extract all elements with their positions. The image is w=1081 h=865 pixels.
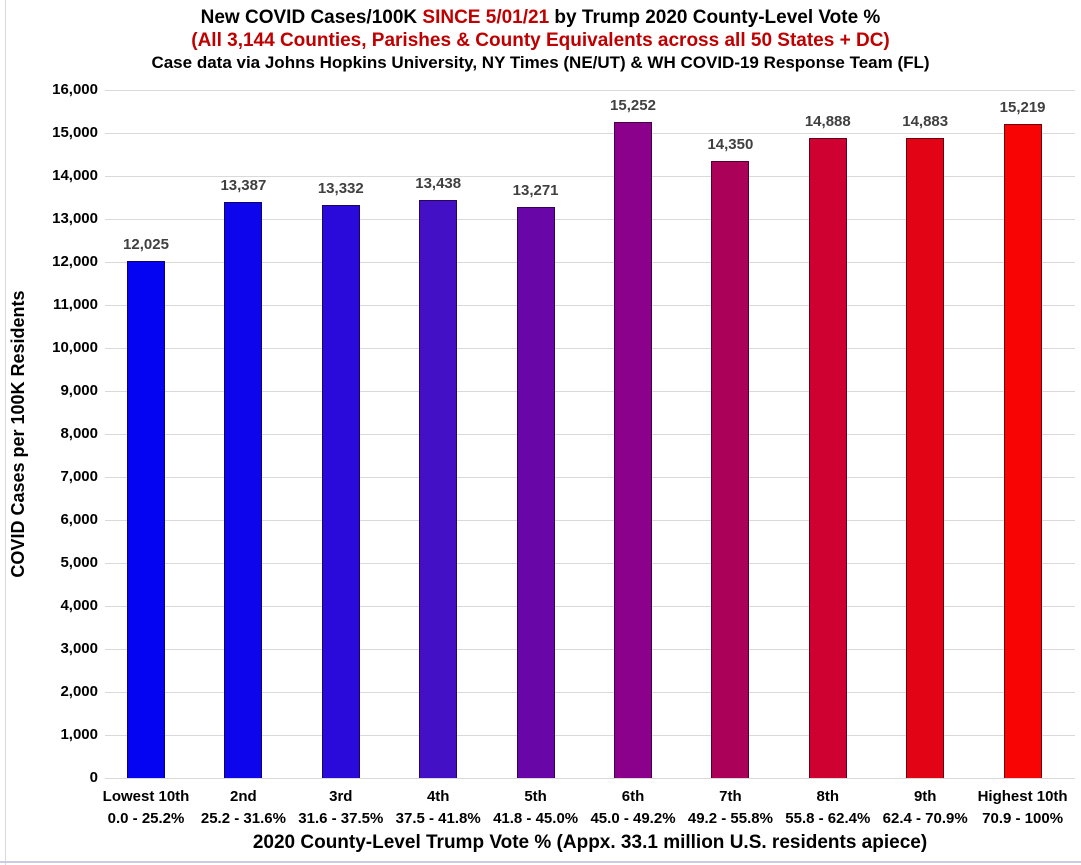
x-tick-range: 55.8 - 62.4% (785, 810, 871, 827)
bar-value-label: 13,438 (415, 175, 462, 193)
x-tick-decile: 2nd (230, 788, 257, 805)
chart-title-suffix: by Trump 2020 County-Level Vote % (549, 7, 881, 28)
gridline (105, 305, 1075, 306)
x-tick-range: 49.2 - 55.8% (687, 810, 773, 827)
bar (321, 204, 360, 778)
x-tick-range: 41.8 - 45.0% (493, 810, 579, 827)
y-tick-label: 9,000 (60, 382, 98, 399)
bar (1003, 123, 1042, 778)
bar (224, 202, 263, 778)
x-tick-decile: 9th (913, 788, 937, 805)
x-axis-title: 2020 County-Level Trump Vote % (Appx. 33… (252, 832, 928, 853)
gridline (105, 735, 1075, 736)
chart-title-prefix: New COVID Cases/100K (200, 7, 423, 28)
y-tick-label: 10,000 (52, 339, 98, 356)
bar-value-label: 15,252 (610, 97, 656, 115)
y-tick-label: 14,000 (52, 167, 98, 184)
bar (711, 160, 750, 778)
y-tick-label: 16,000 (52, 81, 98, 98)
x-tick-decile: 3rd (329, 788, 353, 805)
chart-source-line: Case data via Johns Hopkins University, … (151, 53, 930, 72)
x-tick-label: 7th 49.2 - 55.8% (660, 786, 800, 830)
bar-value-label: 13,387 (220, 177, 267, 195)
bar-value-label: 12,025 (123, 235, 169, 253)
bar (906, 138, 945, 778)
bar (516, 207, 555, 778)
y-tick-label: 13,000 (52, 210, 98, 227)
y-tick-label: 3,000 (60, 640, 98, 657)
bar (808, 137, 847, 778)
x-tick-range: 37.5 - 41.8% (395, 810, 481, 827)
bar (614, 122, 652, 778)
x-tick-label: 2nd 25.2 - 31.6% (173, 786, 313, 830)
x-tick-label: Lowest 10th 0.0 - 25.2% (76, 786, 216, 830)
bar-value-label: 15,219 (999, 98, 1046, 116)
x-tick-range: 62.4 - 70.9% (882, 810, 968, 827)
x-tick-label: 5th 41.8 - 45.0% (466, 786, 606, 830)
x-tick-label: 8th 55.8 - 62.4% (758, 786, 898, 830)
chart-subtitle: (All 3,144 Counties, Parishes & County E… (191, 30, 890, 51)
bar-value-label: 13,332 (317, 179, 364, 197)
x-tick-label: 4th 37.5 - 41.8% (368, 786, 508, 830)
x-tick-label: 6th 45.0 - 49.2% (563, 786, 703, 830)
gridline (105, 176, 1075, 177)
gridline (105, 219, 1075, 220)
gridline (105, 606, 1075, 607)
bar (419, 200, 458, 778)
x-tick-label: 9th 62.4 - 70.9% (855, 786, 995, 830)
y-tick-label: 2,000 (60, 683, 98, 700)
gridline (105, 348, 1075, 349)
gridline (105, 434, 1075, 435)
window-bottom-border (0, 861, 1081, 863)
y-tick-label: 11,000 (52, 296, 98, 313)
x-tick-decile: 6th (621, 788, 645, 805)
x-tick-range: 0.0 - 25.2% (107, 810, 185, 827)
y-tick-label: 8,000 (60, 425, 98, 442)
bar-value-label: 13,271 (512, 182, 559, 200)
x-tick-range: 31.6 - 37.5% (298, 810, 384, 827)
y-tick-label: 7,000 (60, 468, 98, 485)
x-tick-range: 25.2 - 31.6% (200, 810, 286, 827)
bar-value-label: 14,883 (902, 113, 949, 131)
x-tick-decile: 4th (426, 788, 450, 805)
y-tick-label: 15,000 (52, 124, 98, 141)
bar (127, 260, 165, 778)
y-tick-label: 0 (89, 769, 98, 786)
x-tick-decile: Lowest 10th (102, 788, 190, 805)
gridline (105, 692, 1075, 693)
gridline (105, 649, 1075, 650)
gridline (105, 563, 1075, 564)
gridline (105, 520, 1075, 521)
bar-value-label: 14,888 (804, 112, 851, 130)
y-tick-label: 6,000 (60, 511, 98, 528)
y-tick-label: 1,000 (60, 726, 98, 743)
chart-title-highlight: SINCE 5/01/21 (422, 7, 550, 28)
gridline (105, 262, 1075, 263)
x-tick-range: 70.9 - 100% (982, 810, 1064, 827)
gridline (105, 90, 1075, 91)
x-tick-range: 45.0 - 49.2% (590, 810, 676, 827)
chart-header: New COVID Cases/100K SINCE 5/01/21 by Tr… (0, 6, 1081, 73)
y-tick-label: 12,000 (52, 253, 98, 270)
x-tick-decile: 5th (524, 788, 547, 805)
gridline (105, 778, 1075, 779)
chart-title: New COVID Cases/100K SINCE 5/01/21 by Tr… (0, 6, 1081, 29)
x-tick-decile: Highest 10th (977, 788, 1068, 805)
y-tick-label: 4,000 (60, 597, 98, 614)
gridline (105, 477, 1075, 478)
x-tick-label: Highest 10th 70.9 - 100% (953, 786, 1081, 830)
y-tick-label: 5,000 (60, 554, 98, 571)
x-tick-decile: 8th (816, 788, 840, 805)
bar-value-label: 14,350 (707, 135, 754, 153)
gridline (105, 391, 1075, 392)
x-tick-label: 3rd 31.6 - 37.5% (271, 786, 411, 830)
window-left-border (5, 0, 6, 865)
x-tick-decile: 7th (719, 788, 742, 805)
gridline (105, 133, 1075, 134)
